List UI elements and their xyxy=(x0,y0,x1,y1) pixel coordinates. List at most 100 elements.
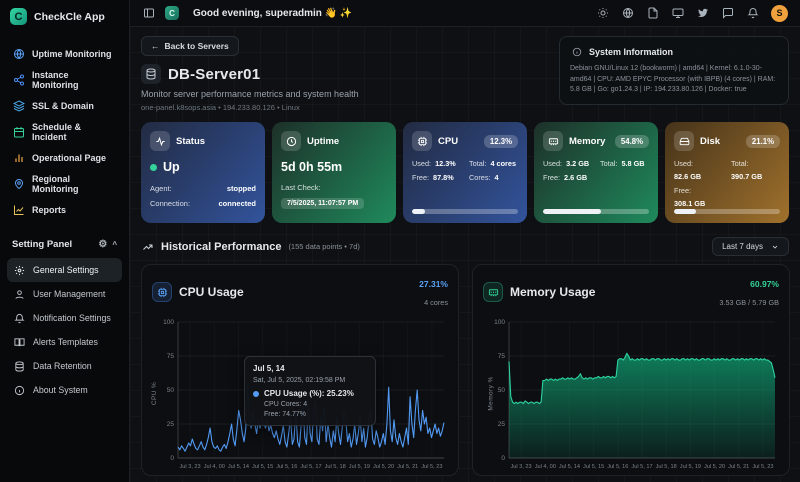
gear-icon xyxy=(13,264,26,277)
historical-performance-title: Historical Performance xyxy=(161,240,282,253)
main-column: C Good evening, superadmin 👋 ✨ S xyxy=(130,0,800,482)
sidebar-item-label: SSL & Domain xyxy=(32,101,94,111)
historical-performance-meta: (155 data points • 7d) xyxy=(288,242,360,251)
cpu-chart-tooltip: Jul 5, 14 Sat, Jul 5, 2025, 02:19:58 PM … xyxy=(244,356,376,426)
memory-free: 2.6 GB xyxy=(564,173,588,182)
notifications-bell-icon[interactable] xyxy=(746,7,759,20)
uptime-card[interactable]: Uptime 5d 0h 55m Last Check: 7/5/2025, 1… xyxy=(272,122,396,223)
historical-performance-header: Historical Performance (155 data points … xyxy=(141,237,789,256)
chevron-up-icon: ^ xyxy=(112,240,117,249)
settings-panel-header[interactable]: Setting Panel ⚙ ^ xyxy=(0,239,129,250)
cpu-card[interactable]: CPU 12.3% Used: 12.3% Total: 4 cores Free:… xyxy=(403,122,527,223)
svg-text:Jul 3, 23: Jul 3, 23 xyxy=(511,464,532,470)
cpu-chart-plot[interactable]: CPU % 0 25 50 75 100 Jul 3, 23 Jul 4, 00 Jul 5,… xyxy=(151,316,448,479)
svg-text:50: 50 xyxy=(498,387,506,394)
sidebar-item-ssl-domain[interactable]: SSL & Domain xyxy=(8,93,121,119)
cpu-chip-icon xyxy=(152,282,172,302)
svg-text:Jul 5, 23: Jul 5, 23 xyxy=(421,464,442,470)
feedback-chat-icon[interactable] xyxy=(721,7,734,20)
settings-item-user-management[interactable]: User Management xyxy=(7,282,122,306)
back-arrow-icon: ← xyxy=(151,41,160,51)
settings-sub-nav: General Settings User Management Notific… xyxy=(0,258,129,402)
nodes-icon xyxy=(12,74,25,87)
app-logo[interactable]: C CheckCle App xyxy=(0,0,129,31)
time-range-dropdown[interactable]: Last 7 days xyxy=(712,237,789,256)
sidebar-item-label: Instance Monitoring xyxy=(32,70,79,90)
memory-total: 5.8 GB xyxy=(621,159,645,168)
twitter-icon[interactable] xyxy=(696,7,709,20)
cpu-chart-stat: 27.31% xyxy=(419,279,448,289)
sidebar-item-label: Operational Page xyxy=(32,153,107,163)
connection-row: Connection: connected xyxy=(150,199,256,208)
map-pin-icon xyxy=(12,178,25,191)
book-icon xyxy=(13,336,26,349)
svg-text:100: 100 xyxy=(163,319,174,326)
app-name: CheckCle App xyxy=(34,10,105,23)
language-globe-icon[interactable] xyxy=(621,7,634,20)
sidebar-toggle-icon[interactable] xyxy=(142,7,155,20)
svg-text:Jul 4, 00: Jul 4, 00 xyxy=(535,464,556,470)
tooltip-series-dot xyxy=(253,390,259,397)
settings-item-label: Notification Settings xyxy=(33,313,111,323)
bar-chart-icon xyxy=(12,152,25,165)
settings-item-label: About System xyxy=(33,385,88,395)
disk-card-title: Disk xyxy=(700,135,721,147)
metric-cards-row: Status Up Agent: stopped Connection: conne… xyxy=(141,122,789,223)
user-avatar[interactable]: S xyxy=(771,4,788,22)
sidebar-item-instance-monitoring[interactable]: Instance Monitoring xyxy=(8,67,121,93)
info-icon xyxy=(570,45,583,58)
settings-item-data-retention[interactable]: Data Retention xyxy=(7,354,122,378)
svg-text:75: 75 xyxy=(498,353,506,360)
settings-item-notification[interactable]: Notification Settings xyxy=(7,306,122,330)
gear-icon: ⚙ xyxy=(98,239,108,250)
cpu-chart-substat: 4 cores xyxy=(424,298,448,307)
trending-up-icon xyxy=(141,240,154,253)
cpu-chip-icon xyxy=(412,131,432,151)
sidebar-nav: Uptime Monitoring Instance Monitoring SS… xyxy=(0,41,129,223)
svg-text:Jul 5, 16: Jul 5, 16 xyxy=(276,464,297,470)
page-subtitle: Monitor server performance metrics and s… xyxy=(141,89,359,99)
report-chart-icon xyxy=(12,204,25,217)
settings-item-alerts-templates[interactable]: Alerts Templates xyxy=(7,330,122,354)
cpu-cores: 4 xyxy=(494,173,499,182)
status-card[interactable]: Status Up Agent: stopped Connection: conne… xyxy=(141,122,265,223)
settings-item-label: Alerts Templates xyxy=(33,337,98,347)
cpu-badge: 12.3% xyxy=(483,134,518,148)
memory-ram-icon xyxy=(483,282,503,302)
monitor-icon[interactable] xyxy=(671,7,684,20)
last-check-value: 7/5/2025, 11:07:57 PM xyxy=(281,198,365,209)
svg-text:Jul 5, 21: Jul 5, 21 xyxy=(397,464,418,470)
database-icon xyxy=(13,360,26,373)
sidebar-item-schedule-incident[interactable]: Schedule & Incident xyxy=(8,119,121,145)
docs-icon[interactable] xyxy=(646,7,659,20)
tooltip-cores: CPU Cores: 4 xyxy=(264,401,308,408)
svg-text:Jul 5, 14: Jul 5, 14 xyxy=(559,464,580,470)
back-to-servers-button[interactable]: ← Back to Servers xyxy=(141,36,239,56)
cpu-free: 87.8% xyxy=(433,173,454,182)
disk-card[interactable]: Disk 21.1% Used: 82.6 GB Total: 390.7 GB F… xyxy=(665,122,789,223)
app-mini-logo-icon[interactable]: C xyxy=(165,6,179,20)
settings-item-general[interactable]: General Settings xyxy=(7,258,122,282)
theme-toggle-sun-icon[interactable] xyxy=(596,7,609,20)
cpu-chart-ylabel: CPU % xyxy=(151,381,159,406)
svg-text:Jul 4, 00: Jul 4, 00 xyxy=(204,464,225,470)
sidebar-item-operational-page[interactable]: Operational Page xyxy=(8,145,121,171)
settings-item-about-system[interactable]: About System xyxy=(7,378,122,402)
svg-text:Jul 5, 15: Jul 5, 15 xyxy=(252,464,273,470)
memory-card[interactable]: Memory 54.8% Used: 3.2 GB Total: 5.8 GB Fr… xyxy=(534,122,658,223)
svg-text:Jul 5, 19: Jul 5, 19 xyxy=(349,464,370,470)
sidebar-item-reports[interactable]: Reports xyxy=(8,197,121,223)
settings-item-label: Data Retention xyxy=(33,361,92,371)
memory-chart-plot[interactable]: Memory % 0 25 50 75 100 Jul 3, 23 Jul 4, 00 Jul… xyxy=(483,316,779,479)
info-icon xyxy=(13,384,26,397)
memory-chart-stat: 60.97% xyxy=(750,279,779,289)
checkcle-logo-icon: C xyxy=(10,8,27,25)
svg-text:Jul 5, 16: Jul 5, 16 xyxy=(607,464,628,470)
server-meta: one-panel.k8sops.asia • 194.233.80.126 •… xyxy=(141,103,300,112)
tooltip-time: Sat, Jul 5, 2025, 02:19:58 PM xyxy=(253,377,346,384)
sidebar-item-regional-monitoring[interactable]: Regional Monitoring xyxy=(8,171,121,197)
sidebar-item-uptime-monitoring[interactable]: Uptime Monitoring xyxy=(8,41,121,67)
svg-text:Jul 5, 20: Jul 5, 20 xyxy=(704,464,725,470)
